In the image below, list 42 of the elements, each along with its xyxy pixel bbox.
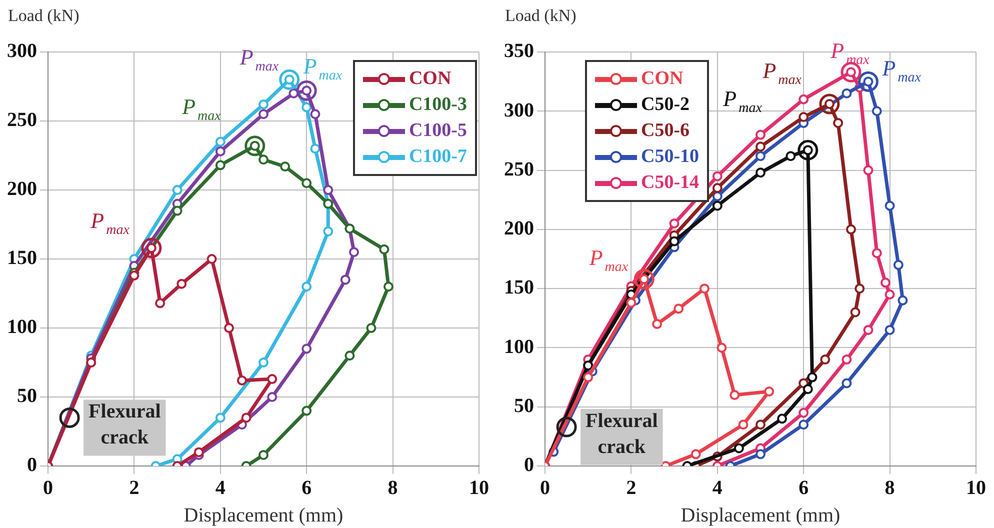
- y-tick-label: 350: [504, 40, 534, 62]
- x-tick-label: 10: [469, 477, 489, 500]
- legend-label: C100-5: [408, 119, 467, 143]
- y-tick-label: 0: [524, 454, 534, 476]
- y-tick-label: 200: [7, 178, 37, 200]
- y-tick-label: 100: [504, 336, 534, 358]
- y-tick-label: 50: [514, 395, 534, 418]
- x-tick-label: 10: [966, 477, 986, 500]
- y-tick-label: 250: [504, 158, 534, 180]
- legend-label: C50-2: [641, 93, 690, 117]
- legend-label: C50-14: [641, 171, 700, 195]
- legend-label: CON: [408, 67, 452, 91]
- legend-label: C100-7: [408, 145, 467, 169]
- y-tick-label: 150: [7, 247, 37, 270]
- y-tick-label: 250: [7, 109, 37, 132]
- y-axis-title: Load (kN): [505, 6, 576, 26]
- y-tick-label: 50: [17, 385, 37, 408]
- x-tick-label: 8: [388, 477, 398, 500]
- x-tick-label: 2: [626, 477, 636, 500]
- x-tick-label: 6: [798, 477, 809, 500]
- y-tick-label: 300: [504, 99, 534, 122]
- x-tick-label: 2: [129, 477, 140, 500]
- y-axis-title: Load (kN): [8, 6, 80, 26]
- x-tick-label: 6: [302, 477, 312, 500]
- legend-label: CON: [641, 67, 684, 91]
- legend-label: C50-6: [641, 119, 690, 143]
- annotation: Flexural crack: [586, 410, 658, 458]
- legend-label: C50-10: [641, 145, 700, 169]
- x-axis-title: Displacement (mm): [184, 504, 344, 526]
- y-tick-label: 150: [504, 276, 534, 299]
- y-tick-label: 100: [7, 316, 37, 338]
- legend-label: C100-3: [408, 93, 467, 117]
- y-tick-label: 300: [7, 40, 37, 62]
- annotation: Flexural crack: [88, 400, 162, 449]
- x-tick-label: 0: [43, 477, 53, 500]
- y-tick-label: 0: [27, 454, 37, 476]
- x-tick-label: 4: [712, 477, 722, 500]
- y-tick-label: 200: [504, 218, 534, 240]
- x-tick-label: 8: [884, 477, 895, 500]
- x-axis-title: Displacement (mm): [680, 504, 840, 526]
- x-tick-label: 0: [540, 477, 550, 500]
- x-tick-label: 4: [215, 477, 226, 500]
